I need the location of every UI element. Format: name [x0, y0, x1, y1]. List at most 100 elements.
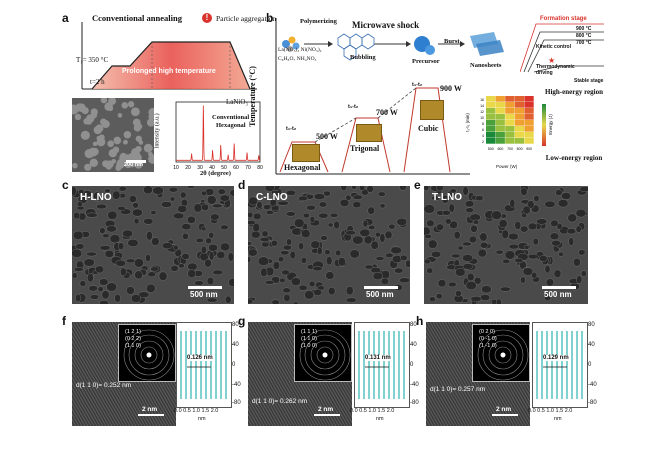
stage2-time: t₁-t₂: [348, 104, 359, 110]
panel-e-scale: 500 nm: [544, 290, 572, 299]
reagent-la: La(NO₃)₃: [278, 47, 300, 53]
stage1-crystal: [292, 144, 320, 162]
band-label: Prolonged high temperature: [122, 68, 216, 75]
panel-d-tem-image: C-LNO 500 nm: [248, 186, 410, 304]
stable-label: Stable stage: [574, 78, 604, 84]
saed-f-2: (1 1 0): [125, 343, 141, 349]
heatmap-ytick: 4: [482, 134, 484, 138]
heatmap-cell: [495, 96, 505, 102]
panel-f-scale: 2 nm: [142, 406, 158, 413]
panel-f-yticks: 80 40 0 -40 -80: [232, 322, 246, 406]
panel-g-prof-xlabel: nm: [376, 416, 384, 422]
panel-d-sample-label: C-LNO: [256, 192, 288, 203]
kinetic-label: Kinetic control: [536, 44, 572, 50]
panel-g-hrtem: (1 1 1) (1 1 0) (1 0 0) d(1 1 0)= 0.262 …: [248, 322, 352, 426]
stage3-power: 900 W: [440, 84, 462, 93]
panel-h-prof-value: 0.129 nm: [543, 355, 569, 361]
heatmap-cell: [486, 120, 496, 126]
stage3-time: t₁-t₂: [412, 82, 423, 88]
panel-h-prof-xticks: 0.0 0.5 1.0 1.5 2.0: [528, 408, 573, 414]
energy-heatmap: 2 4 6 8 10 12 14 16 500 600 700 800 900: [476, 94, 540, 154]
heatmap-cell: [486, 126, 496, 132]
xrd-tick-label: 20: [185, 165, 191, 171]
panel-label-a: a: [62, 11, 69, 25]
heatmap-cell: [524, 114, 534, 120]
heatmap-colorbar: [542, 104, 546, 146]
heatmap-ytick: 16: [480, 98, 484, 102]
panel-g-yticks: 80 40 0 -40 -80: [410, 322, 424, 406]
panel-f-saed: (1 2 1) (0 2 2) (1 1 0): [118, 324, 176, 382]
xrd-tick-label: 80: [257, 165, 263, 171]
panel-h-yticks: 80 40 0 -40 -80: [588, 322, 602, 406]
panel-h-prof-xlabel: nm: [554, 416, 562, 422]
ytick: 80: [410, 322, 417, 328]
heatmap-cell: [524, 108, 534, 114]
heatmap-cell: [505, 102, 515, 108]
panel-g-saed: (1 1 1) (1 1 0) (1 0 0): [294, 324, 352, 382]
panel-d-scale: 500 nm: [366, 290, 394, 299]
heatmap-xtick: 600: [497, 147, 503, 151]
panel-label-d: d: [238, 178, 246, 192]
heatmap-ytick: 10: [480, 116, 484, 120]
heatmap-xtick: 900: [526, 147, 532, 151]
panel-g-profile: 0.131 nm: [354, 322, 410, 408]
heatmap-cell: [486, 96, 496, 102]
burst-label: Burst: [444, 38, 460, 45]
microwave-label: Microwave shock: [352, 20, 420, 30]
warning-label: Particle aggregation: [216, 14, 277, 23]
heatmap-cell: [505, 138, 515, 144]
reagent-nh4: NH₄NO₃: [296, 56, 317, 62]
heatmap-cell: [505, 132, 515, 138]
panel-label-g: g: [238, 314, 246, 328]
stage3-phase: Cubic: [418, 124, 439, 133]
heatmap-cell: [495, 114, 505, 120]
ytick: 40: [588, 342, 595, 348]
ytick: -40: [410, 382, 419, 388]
xrd-tick-label: 70: [245, 165, 251, 171]
heatmap-cell: [505, 120, 515, 126]
panel-f-dspacing: d(1 1 0)= 0.252 nm: [76, 382, 132, 389]
heatmap-cell: [514, 108, 525, 114]
panel-c-tem-image: H-LNO 500 nm: [72, 186, 234, 304]
heatmap-ytick: 8: [482, 122, 484, 126]
ytick: 40: [232, 342, 239, 348]
heatmap-cell: [486, 132, 496, 138]
stage2-power: 700 W: [376, 108, 398, 117]
saed-g-2: (1 0 0): [301, 343, 317, 349]
xrd-tick-label: 60: [233, 165, 239, 171]
panel-b-ylabel: Temperature (°C): [247, 66, 257, 127]
heatmap-cell: [514, 132, 525, 138]
panel-h-profile: 0.129 nm: [532, 322, 588, 408]
panel-label-e: e: [414, 178, 421, 192]
heatmap-cell: [505, 114, 515, 120]
formation-stage-label: Formation stage: [540, 16, 587, 22]
heatmap-cell: [524, 132, 534, 138]
stage1-time: t₁-t₂: [286, 126, 297, 132]
heatmap-cell: [514, 114, 525, 120]
panel-h-scale: 2 nm: [496, 406, 512, 413]
panel-f-prof-xlabel: nm: [198, 416, 206, 422]
heatmap-cell: [524, 138, 534, 144]
ytick: 0: [410, 362, 414, 368]
panel-label-h: h: [416, 314, 424, 328]
panel-a-sem-image: 200 nm: [72, 98, 154, 172]
saed-f-1: (0 2 2): [125, 336, 141, 342]
xrd-tick-label: 40: [209, 165, 215, 171]
precursor-label: Precursor: [412, 58, 440, 65]
panel-g-prof-xticks: 0.0 0.5 1.0 1.5 2.0: [350, 408, 395, 414]
reagent-citric: C₆H₈O₇: [278, 56, 296, 62]
heatmap-cell: [495, 108, 505, 114]
panel-label-c: c: [62, 178, 69, 192]
xrd-note1: Conventional: [212, 114, 250, 121]
saed-g-1: (1 1 0): [301, 336, 317, 342]
heatmap-xtick: 500: [488, 147, 494, 151]
nanosheets-label: Nanosheets: [470, 62, 502, 69]
xrd-chart: 10 20 30 40 50 60 70 80 LaNiO₃ Conventional Hex…: [155, 98, 264, 178]
heatmap-cbar-label: Energy (J): [547, 114, 553, 135]
panel-h-dspacing: d(1 1 0)= 0.257 nm: [430, 386, 486, 393]
heatmap-cell: [495, 126, 505, 132]
heatmap-cell: [495, 120, 505, 126]
heatmap-ytick: 12: [480, 110, 484, 114]
ytick: -80: [410, 400, 419, 406]
heatmap-xlabel: Power (W): [496, 164, 518, 169]
